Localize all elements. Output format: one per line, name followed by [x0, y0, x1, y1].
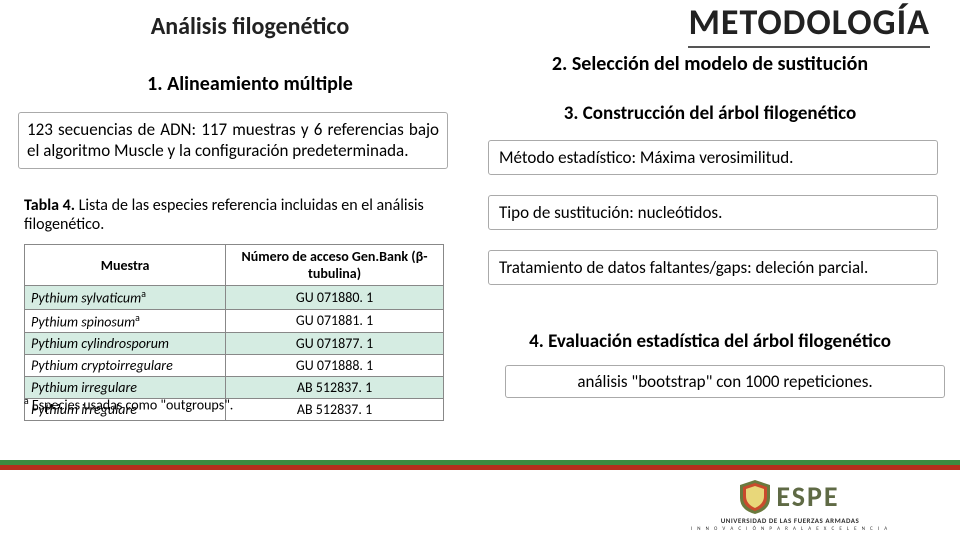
section3-heading: 3. Construcción del árbol filogenético — [475, 102, 945, 125]
table-footnote: a Especies usadas como "outgroups". — [24, 395, 233, 414]
substitution-box: Tipo de sustitución: nucleótidos. — [488, 195, 938, 230]
section1-heading: 1. Alineamiento múltiple — [50, 72, 450, 96]
main-title: METODOLOGÍA — [688, 0, 930, 48]
table4-caption: Tabla 4. Lista de las especies referenci… — [24, 196, 444, 234]
bootstrap-box: análisis "bootstrap" con 1000 repeticion… — [505, 365, 945, 398]
species-cell: Pythium spinosuma — [25, 309, 226, 333]
footnote-marker: a — [24, 395, 29, 407]
table-row: Pythium spinosumaGU 071881. 1 — [25, 309, 444, 333]
logo-text: ESPE — [776, 479, 839, 514]
method-box: Método estadístico: Máxima verosimilitud… — [488, 140, 938, 175]
logo-sub1: UNIVERSIDAD DE LAS FUERZAS ARMADAS — [640, 516, 940, 525]
table-row: Pythium cryptoirregulareGU 071888. 1 — [25, 355, 444, 377]
left-title: Análisis filogenético — [50, 12, 450, 41]
footer-stripe — [0, 460, 960, 470]
section1-text: 123 secuencias de ADN: 117 muestras y 6 … — [18, 112, 448, 169]
accession-cell: GU 071880. 1 — [226, 286, 444, 310]
accession-cell: GU 071881. 1 — [226, 309, 444, 333]
species-cell: Pythium sylvaticuma — [25, 286, 226, 310]
accession-cell: AB 512837. 1 — [226, 399, 444, 421]
accession-cell: GU 071888. 1 — [226, 355, 444, 377]
table4-desc: Lista de las especies referencia incluid… — [24, 196, 424, 234]
species-cell: Pythium cryptoirregulare — [25, 355, 226, 377]
table-header-accession: Número de acceso Gen.Bank (β-tubulina) — [226, 245, 444, 286]
table-header-muestra: Muestra — [25, 245, 226, 286]
section2-heading: 2. Selección del modelo de sustitución — [475, 52, 945, 76]
footnote-text: Especies usadas como "outgroups". — [32, 397, 233, 414]
accession-cell: AB 512837. 1 — [226, 377, 444, 399]
section4-heading: 4. Evaluación estadística del árbol filo… — [470, 330, 950, 353]
gaps-box: Tratamiento de datos faltantes/gaps: del… — [488, 250, 938, 285]
shield-icon — [740, 480, 770, 514]
accession-cell: GU 071877. 1 — [226, 333, 444, 355]
logo-sub2: I N N O V A C I Ó N P A R A L A E X C E … — [640, 526, 940, 532]
espe-logo: ESPE UNIVERSIDAD DE LAS FUERZAS ARMADAS … — [640, 479, 940, 532]
table-row: Pythium cylindrosporumGU 071877. 1 — [25, 333, 444, 355]
species-cell: Pythium cylindrosporum — [25, 333, 226, 355]
table4-label: Tabla 4. — [24, 196, 75, 215]
table-row: Pythium sylvaticumaGU 071880. 1 — [25, 286, 444, 310]
